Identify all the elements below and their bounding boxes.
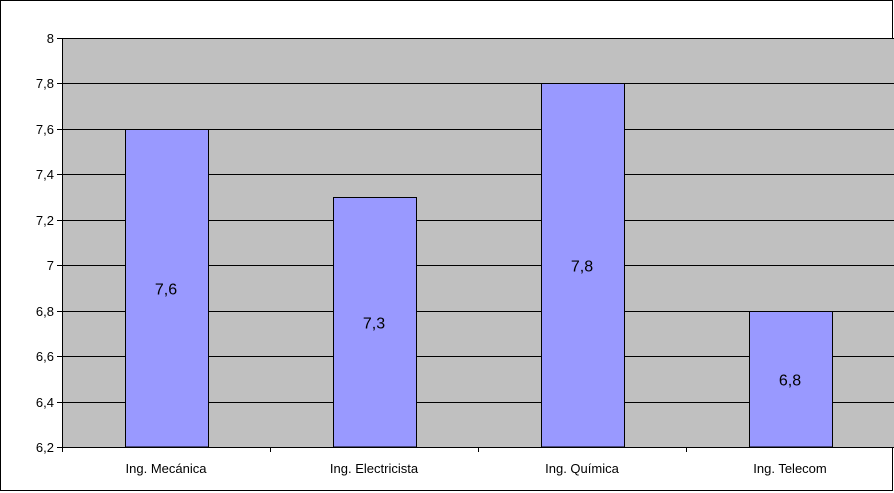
bar <box>125 129 209 448</box>
bar <box>749 311 833 448</box>
bars <box>125 83 833 448</box>
labels: 6,2 6,4 6,6 6,8 7 7,2 7,4 7,6 7,8 8 7,6 Ing. Mecáni… <box>36 31 827 476</box>
bar <box>333 197 417 448</box>
y-tick-label: 6,6 <box>36 349 54 364</box>
y-tick-label: 7,2 <box>36 213 54 228</box>
y-tick-label: 6,4 <box>36 395 54 410</box>
y-tick-label: 7 <box>47 258 54 273</box>
y-tick-label: 7,6 <box>36 122 54 137</box>
y-tick-label: 6,2 <box>36 440 54 455</box>
data-label: 6,8 <box>779 372 801 389</box>
x-tick-label: Ing. Química <box>545 461 619 476</box>
y-tick-label: 6,8 <box>36 304 54 319</box>
data-label: 7,6 <box>155 281 177 298</box>
data-label: 7,3 <box>363 315 385 332</box>
y-tick-label: 8 <box>47 31 54 46</box>
bar <box>541 83 625 448</box>
x-tick-label: Ing. Telecom <box>753 461 826 476</box>
x-tick-label: Ing. Electricista <box>330 461 419 476</box>
y-tick-label: 7,4 <box>36 167 54 182</box>
data-label: 7,8 <box>571 258 593 275</box>
y-tick-label: 7,8 <box>36 76 54 91</box>
x-tick-label: Ing. Mecánica <box>126 461 208 476</box>
axes <box>57 38 894 452</box>
